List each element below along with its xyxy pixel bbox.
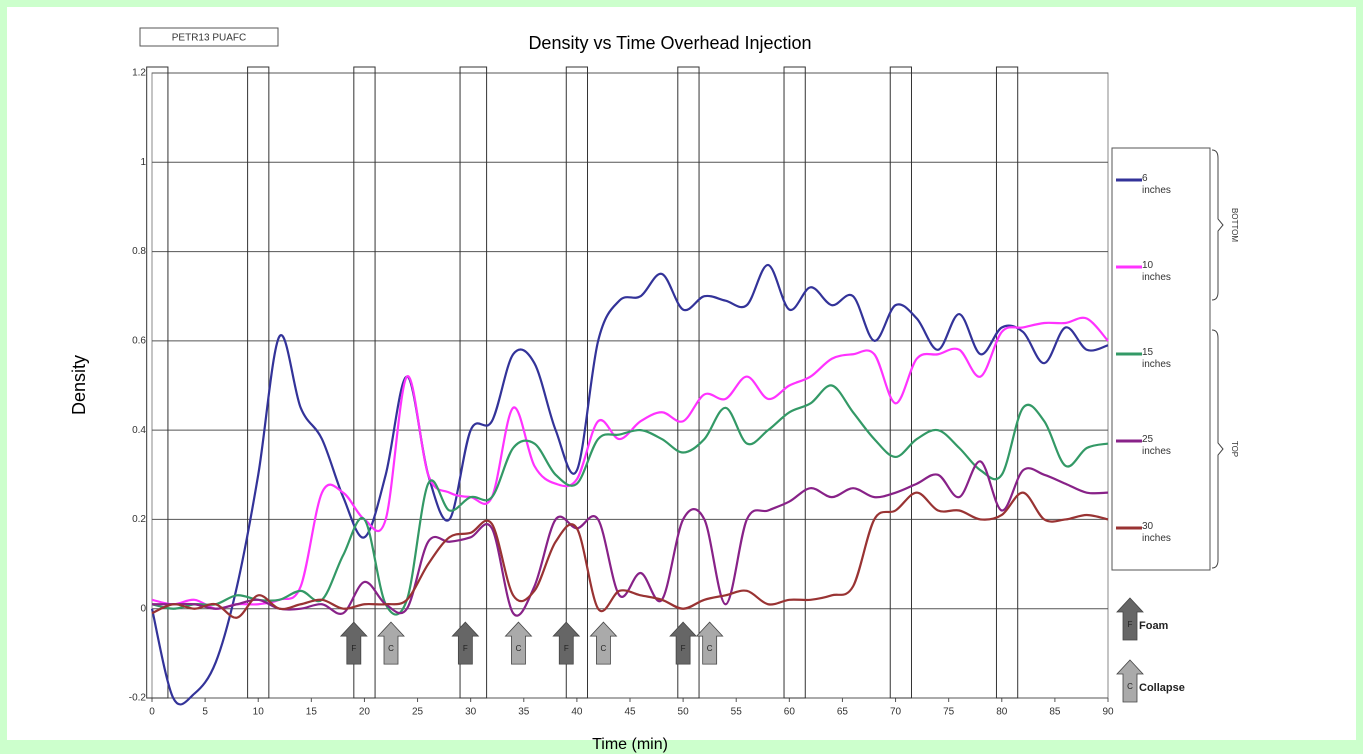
x-tick-label: 0 — [149, 707, 155, 718]
annotation-arrow: F — [339, 621, 368, 665]
arrow-label: F — [564, 644, 569, 653]
arrow-shape — [451, 621, 480, 665]
x-tick-label: 10 — [253, 707, 265, 718]
annotation-arrow: C — [695, 621, 724, 665]
arrow-shape — [377, 621, 405, 665]
legend-group-label: BOTTOM — [1230, 208, 1239, 242]
chart-title: Density vs Time Overhead Injection — [528, 33, 811, 53]
x-tick-label: 70 — [890, 707, 902, 718]
annotation-arrow: F — [552, 621, 581, 665]
arrow-label: C — [516, 644, 522, 653]
arrow-shape — [504, 621, 533, 665]
x-tick-label: 20 — [359, 707, 371, 718]
arrow-shape — [339, 621, 368, 665]
y-axis-label: Density — [69, 355, 89, 415]
arrow-label: F — [1128, 620, 1133, 629]
annotation-arrow: F — [669, 621, 698, 665]
time-band — [146, 66, 169, 699]
time-band — [995, 66, 1019, 699]
x-tick-label: 35 — [518, 707, 530, 718]
time-band — [677, 66, 700, 699]
legend-entry: 10 inches — [1142, 260, 1171, 283]
x-axis-label: Time (min) — [592, 736, 668, 753]
x-tick-label: 30 — [465, 707, 477, 718]
key-text: Foam — [1139, 620, 1169, 632]
time-band — [247, 66, 270, 699]
arrow-label: F — [351, 644, 356, 653]
tag: PETR13 PUAFC — [172, 33, 246, 44]
x-tick-label: 80 — [996, 707, 1008, 718]
arrow-label: C — [1127, 682, 1133, 691]
y-tick-label: 1 — [140, 157, 146, 168]
legend-entry: 30 inches — [1142, 521, 1171, 544]
x-tick-label: 15 — [306, 707, 318, 718]
y-tick-label: 0 — [140, 603, 146, 614]
time-band — [459, 66, 488, 699]
x-tick-label: 5 — [202, 707, 208, 718]
arrow-label: C — [707, 644, 713, 653]
y-tick-label: 0.6 — [132, 335, 146, 346]
legend-box — [1111, 147, 1211, 571]
annotation-arrow: C — [377, 621, 405, 665]
legend-bracket — [1211, 329, 1224, 569]
x-tick-label: 50 — [678, 707, 690, 718]
series-line — [151, 460, 1109, 617]
x-tick-label: 85 — [1049, 707, 1061, 718]
arrow-label: C — [388, 644, 394, 653]
legend-label: 30 inches — [1142, 521, 1171, 544]
annotation-arrow: C — [504, 621, 533, 665]
x-tick-label: 75 — [943, 707, 955, 718]
arrow-label: C — [601, 644, 607, 653]
y-tick-label: 0.8 — [132, 246, 146, 257]
legend-label: 25 inches — [1142, 434, 1171, 457]
arrow-label: F — [463, 644, 468, 653]
series-line — [150, 263, 1109, 706]
arrow-shape — [1116, 659, 1144, 703]
series-line — [151, 491, 1109, 619]
time-band — [889, 66, 912, 699]
y-tick-label: 1.2 — [132, 68, 146, 79]
arrow-shape — [1116, 597, 1144, 641]
x-tick-label: 60 — [784, 707, 796, 718]
x-tick-label: 65 — [837, 707, 849, 718]
key-arrow: C — [1116, 659, 1144, 703]
time-band — [565, 66, 589, 699]
x-tick-label: 45 — [624, 707, 636, 718]
time-band — [353, 66, 376, 699]
legend-label: 6 inches — [1142, 173, 1171, 196]
x-tick-label: 55 — [731, 707, 743, 718]
legend-entry: 25 inches — [1142, 434, 1171, 457]
legend-entry: 15 inches — [1142, 347, 1171, 370]
series-line — [151, 316, 1109, 610]
x-tick-label: 40 — [571, 707, 583, 718]
arrow-shape — [589, 621, 618, 665]
arrow-shape — [669, 621, 698, 665]
legend-label: 10 inches — [1142, 260, 1171, 283]
x-tick-label: 25 — [412, 707, 424, 718]
legend-entry: 6 inches — [1142, 173, 1171, 196]
annotation-arrow: C — [589, 621, 618, 665]
time-band — [783, 66, 806, 699]
key-arrow: F — [1116, 597, 1144, 641]
y-tick-label: 0.4 — [132, 425, 146, 436]
annotation-arrow: F — [451, 621, 480, 665]
legend-label: 15 inches — [1142, 347, 1171, 370]
legend-group-label: TOP — [1230, 441, 1239, 457]
legend-bracket — [1211, 149, 1224, 301]
tag-box — [139, 27, 279, 47]
arrow-shape — [552, 621, 581, 665]
arrow-label: F — [681, 644, 686, 653]
y-tick-label: 0.2 — [132, 514, 146, 525]
arrow-shape — [695, 621, 724, 665]
x-tick-label: 90 — [1102, 707, 1114, 718]
key-text: Collapse — [1139, 682, 1185, 694]
y-tick-label: -0.2 — [129, 693, 147, 704]
